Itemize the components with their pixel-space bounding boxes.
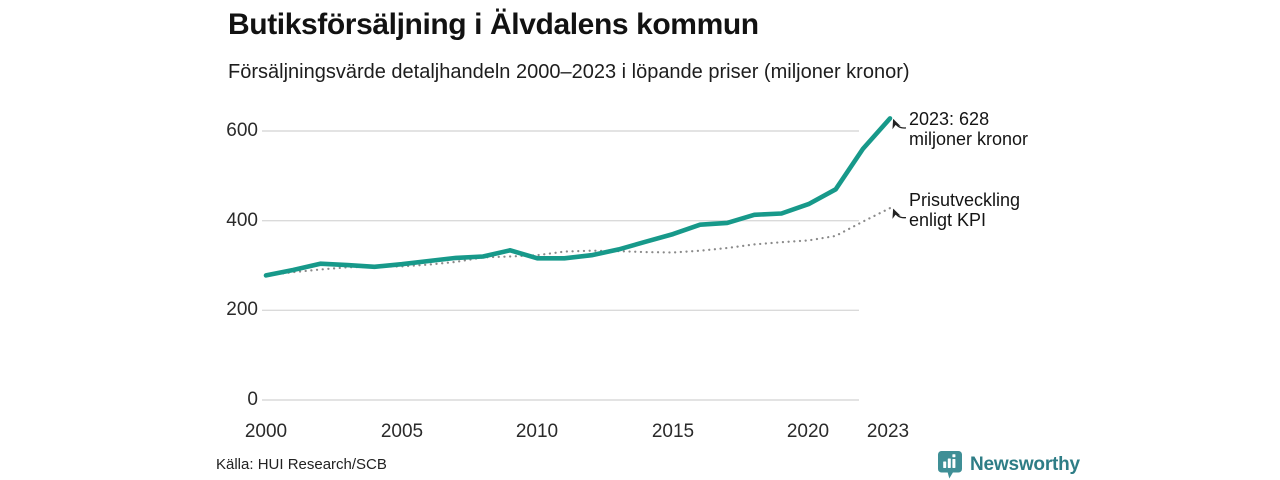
y-axis-tick-600: 600: [226, 120, 258, 141]
annotation-endpoint-value: 2023: 628 miljoner kronor: [909, 109, 1028, 149]
newsworthy-logo[interactable]: Newsworthy: [937, 450, 1080, 479]
y-axis-tick-400: 400: [226, 210, 258, 231]
x-axis-tick-2010: 2010: [515, 421, 559, 442]
annotation-endpoint-line1: 2023: 628: [909, 109, 990, 129]
annotation-kpi-line1: Prisutveckling: [909, 190, 1021, 210]
annotation-kpi-line2: enligt KPI: [909, 210, 987, 230]
x-axis-tick-2000: 2000: [244, 421, 288, 442]
x-axis-tick-2023: 2023: [866, 421, 910, 442]
newsworthy-bubble-barchart-icon: [937, 450, 963, 479]
chart-subtitle: Försäljningsvärde detaljhandeln 2000–202…: [228, 61, 910, 83]
source-note: Källa: HUI Research/SCB: [216, 456, 387, 473]
annotation-kpi-label: Prisutveckling enligt KPI: [909, 190, 1020, 230]
x-axis-tick-2015: 2015: [651, 421, 695, 442]
newsworthy-wordmark: Newsworthy: [970, 453, 1080, 475]
annotation-endpoint-line2: miljoner kronor: [909, 129, 1029, 149]
y-axis-tick-0: 0: [247, 389, 258, 410]
page-title: Butiksförsäljning i Älvdalens kommun: [228, 8, 759, 41]
x-axis-tick-2020: 2020: [786, 421, 830, 442]
y-axis-tick-200: 200: [226, 299, 258, 320]
x-axis-tick-2005: 2005: [380, 421, 424, 442]
